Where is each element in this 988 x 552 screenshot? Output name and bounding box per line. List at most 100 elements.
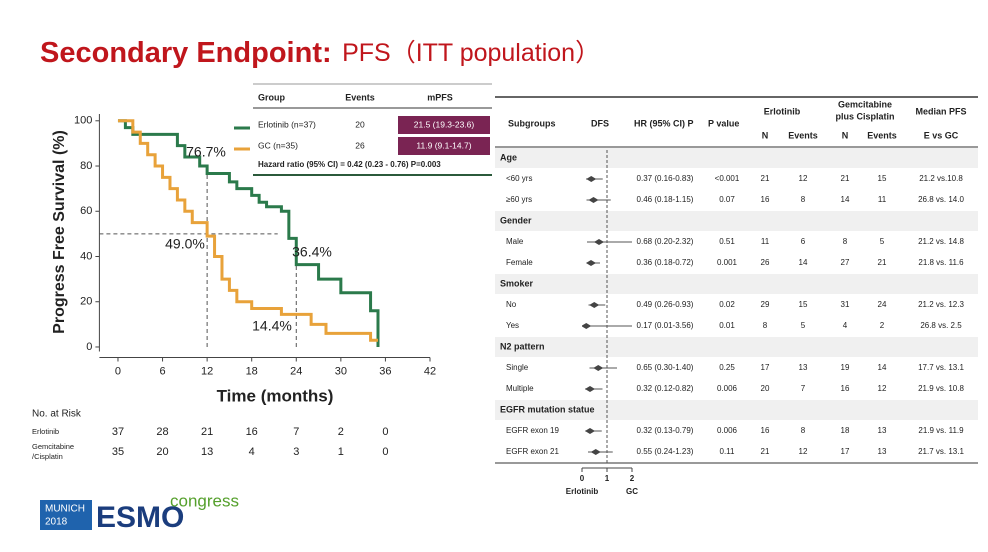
erl-events: 12 (799, 447, 808, 456)
group-band (495, 211, 978, 231)
group-band (495, 337, 978, 357)
median: 21.2 vs. 14.8 (918, 237, 964, 246)
col-header: Gemcitabine (838, 99, 892, 109)
x-tick-label: 6 (159, 365, 165, 377)
erl-n: 26 (761, 258, 770, 267)
risk-label: /Cisplatin (32, 452, 63, 461)
gc-events: 13 (878, 426, 887, 435)
logo-city: MUNICH (45, 504, 85, 515)
legend-mpfs: 21.5 (19.3-23.6) (414, 119, 475, 129)
p-value: 0.006 (717, 426, 738, 435)
erl-n: 20 (761, 384, 770, 393)
erl-events: 12 (799, 174, 808, 183)
col-subheader: N (762, 130, 769, 140)
risk-title: No. at Risk (32, 409, 82, 420)
row-label: Male (506, 237, 524, 246)
hazard-ratio: Hazard ratio (95% CI) = 0.42 (0.23 - 0.7… (258, 160, 441, 169)
gc-n: 14 (841, 195, 850, 204)
logo-brand: ESMO (96, 501, 184, 534)
erl-events: 13 (799, 363, 808, 372)
title-bold: Secondary Endpoint: (40, 37, 332, 69)
gc-n: 4 (843, 321, 848, 330)
erl-n: 16 (761, 426, 770, 435)
col-header: Subgroups (508, 118, 556, 128)
legend-header: Events (345, 92, 375, 102)
p-value: <0.001 (715, 174, 740, 183)
x-axis-label: Time (months) (217, 386, 334, 405)
x-tick-label: 24 (290, 365, 302, 377)
erl-events: 6 (801, 237, 806, 246)
risk-value: 4 (249, 446, 255, 458)
gc-n: 21 (841, 174, 850, 183)
x-tick-label: 0 (580, 474, 585, 483)
gc-events: 13 (878, 447, 887, 456)
logo-box (40, 500, 92, 530)
median: 26.8 vs. 14.0 (918, 195, 964, 204)
risk-value: 21 (201, 426, 213, 438)
col-subheader: N (842, 130, 849, 140)
risk-value: 16 (246, 426, 258, 438)
hr-point (585, 428, 595, 434)
p-value: 0.006 (717, 384, 738, 393)
erl-events: 14 (799, 258, 808, 267)
gc-events: 5 (880, 237, 885, 246)
erl-events: 8 (801, 195, 806, 204)
legend-header: mPFS (427, 92, 453, 102)
legend-events: 26 (355, 140, 365, 150)
gc-n: 31 (841, 300, 850, 309)
risk-value: 20 (156, 446, 168, 458)
gc-events: 24 (878, 300, 887, 309)
median: 17.7 vs. 13.1 (918, 363, 964, 372)
p-value: 0.11 (720, 447, 736, 456)
x-tick-label: 1 (605, 474, 610, 483)
gc-events: 21 (878, 258, 887, 267)
group-label: Gender (500, 215, 532, 225)
hr-label: 0.37 (0.16-0.83) (637, 174, 694, 183)
x-tick-label: 36 (379, 365, 391, 377)
row-label: Yes (506, 321, 519, 330)
legend-events: 20 (355, 119, 365, 129)
hr-point (588, 197, 599, 203)
median: 21.9 vs. 11.9 (918, 426, 964, 435)
group-band (495, 274, 978, 294)
group-label: N2 pattern (500, 341, 545, 351)
p-value: 0.51 (719, 237, 735, 246)
risk-value: 35 (112, 446, 124, 458)
p-value: 0.07 (719, 195, 735, 204)
row-label: <60 yrs (506, 174, 532, 183)
row-label: ≥60 yrs (506, 195, 532, 204)
y-tick-label: 60 (80, 205, 92, 217)
gc-n: 27 (841, 258, 850, 267)
gc-events: 2 (880, 321, 885, 330)
col-header: plus Cisplatin (835, 111, 894, 121)
hr-label: 0.49 (0.26-0.93) (637, 300, 694, 309)
col-subheader: Events (788, 130, 818, 140)
erl-n: 29 (761, 300, 770, 309)
gc-events: 15 (878, 174, 887, 183)
gc-n: 19 (841, 363, 850, 372)
gc-events: 12 (878, 384, 887, 393)
gc-n: 16 (841, 384, 850, 393)
hr-point (586, 176, 597, 182)
risk-label: Erlotinib (32, 427, 59, 436)
mpfs-cell (398, 116, 490, 134)
group-label: Smoker (500, 278, 534, 288)
col-header: Median PFS (915, 106, 966, 116)
legend-mpfs: 11.9 (9.1-14.7) (416, 140, 471, 150)
y-axis-label: Progress Free Survival (%) (51, 130, 68, 334)
survival-curve (117, 119, 380, 347)
erl-n: 21 (761, 447, 770, 456)
erl-n: 11 (761, 237, 770, 246)
hr-point (590, 449, 601, 455)
risk-value: 0 (382, 446, 388, 458)
hr-point (586, 260, 596, 266)
group-band (495, 148, 978, 168)
group-band (495, 400, 978, 420)
hr-label: 0.65 (0.30-1.40) (637, 363, 694, 372)
p-value: 0.001 (717, 258, 738, 267)
logo-suffix: congress (170, 491, 239, 510)
hr-label: 0.32 (0.12-0.82) (637, 384, 694, 393)
logo-year: 2018 (45, 517, 68, 528)
col-header: DFS (591, 118, 609, 128)
